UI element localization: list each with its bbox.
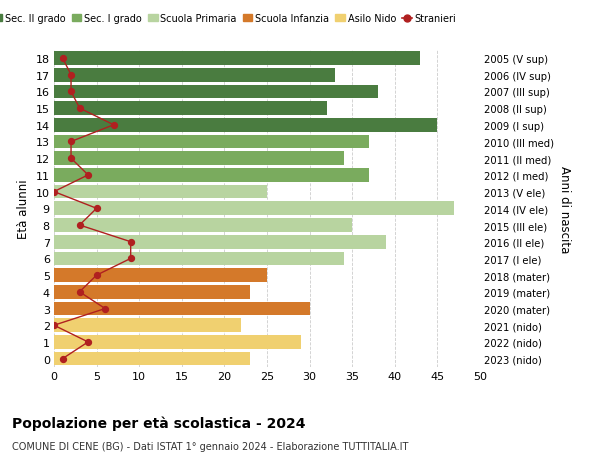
Bar [54,119,437,132]
Bar [54,285,250,299]
Bar [54,319,241,332]
Point [49,189,59,196]
Text: COMUNE DI CENE (BG) - Dati ISTAT 1° gennaio 2024 - Elaborazione TUTTITALIA.IT: COMUNE DI CENE (BG) - Dati ISTAT 1° genn… [12,441,409,451]
Bar [54,218,352,232]
Bar [54,135,369,149]
Y-axis label: Età alunni: Età alunni [17,179,30,239]
Point [49,322,59,329]
Bar [54,336,301,349]
Point [126,255,136,263]
Point [83,339,93,346]
Bar [54,302,310,316]
Bar [54,235,386,249]
Legend: Sec. II grado, Sec. I grado, Scuola Primaria, Scuola Infanzia, Asilo Nido, Stran: Sec. II grado, Sec. I grado, Scuola Prim… [0,14,457,24]
Bar [54,69,335,82]
Bar [54,102,326,116]
Bar [54,168,369,182]
Point [83,172,93,179]
Point [75,289,85,296]
Bar [54,252,344,266]
Point [126,239,136,246]
Bar [54,269,267,282]
Point [92,205,101,213]
Bar [54,352,250,366]
Bar [54,185,267,199]
Point [66,155,76,162]
Point [100,305,110,313]
Point [92,272,101,279]
Bar [54,85,378,99]
Point [58,355,67,363]
Text: Popolazione per età scolastica - 2024: Popolazione per età scolastica - 2024 [12,415,305,430]
Point [58,55,67,62]
Point [109,122,118,129]
Bar [54,52,421,66]
Bar [54,152,344,166]
Point [66,72,76,79]
Point [75,222,85,229]
Point [66,89,76,96]
Point [66,139,76,146]
Bar [54,202,454,216]
Point [75,105,85,112]
Y-axis label: Anni di nascita: Anni di nascita [558,165,571,252]
